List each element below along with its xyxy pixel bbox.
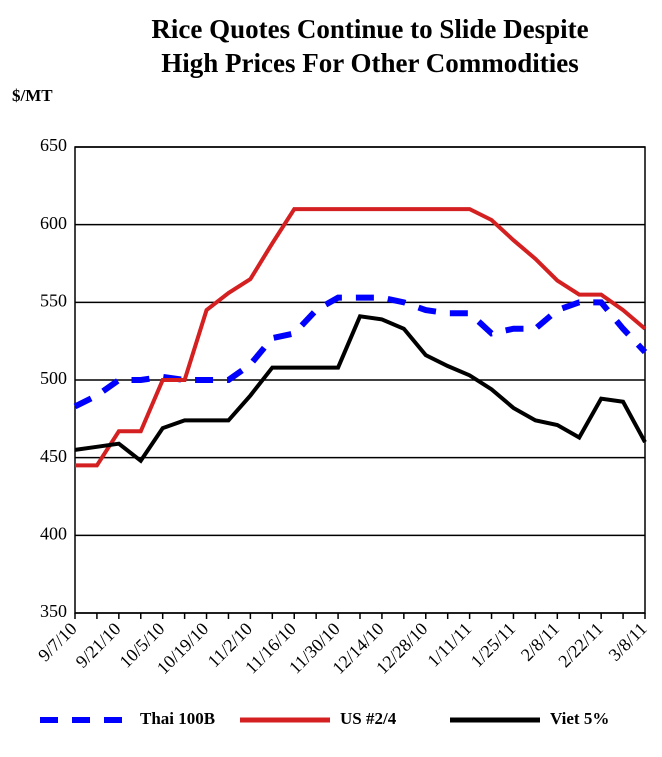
y-tick-label: 450 xyxy=(40,446,67,466)
series-line xyxy=(74,314,647,464)
x-tick-label: 3/8/11 xyxy=(605,619,651,665)
y-tick-label: 400 xyxy=(40,523,67,543)
legend-label: Thai 100B xyxy=(140,709,215,728)
x-tick-label: 2/22/11 xyxy=(554,619,607,672)
y-tick-label: 500 xyxy=(40,368,67,388)
y-tick-label: 350 xyxy=(40,601,67,621)
legend-label: US #2/4 xyxy=(340,709,397,728)
y-axis-label: $/MT xyxy=(12,86,53,105)
legend-label: Viet 5% xyxy=(550,709,609,728)
y-tick-label: 550 xyxy=(40,290,67,310)
y-tick-label: 600 xyxy=(40,213,67,233)
chart-title: Rice Quotes Continue to Slide Despite Hi… xyxy=(151,14,589,78)
series-line xyxy=(73,294,648,410)
x-tick-label: 9/21/10 xyxy=(72,619,125,672)
series-line xyxy=(75,207,647,468)
x-tick-label: 1/25/11 xyxy=(467,619,520,672)
x-tick-label: 1/11/11 xyxy=(423,619,475,671)
y-tick-label: 650 xyxy=(40,135,67,155)
